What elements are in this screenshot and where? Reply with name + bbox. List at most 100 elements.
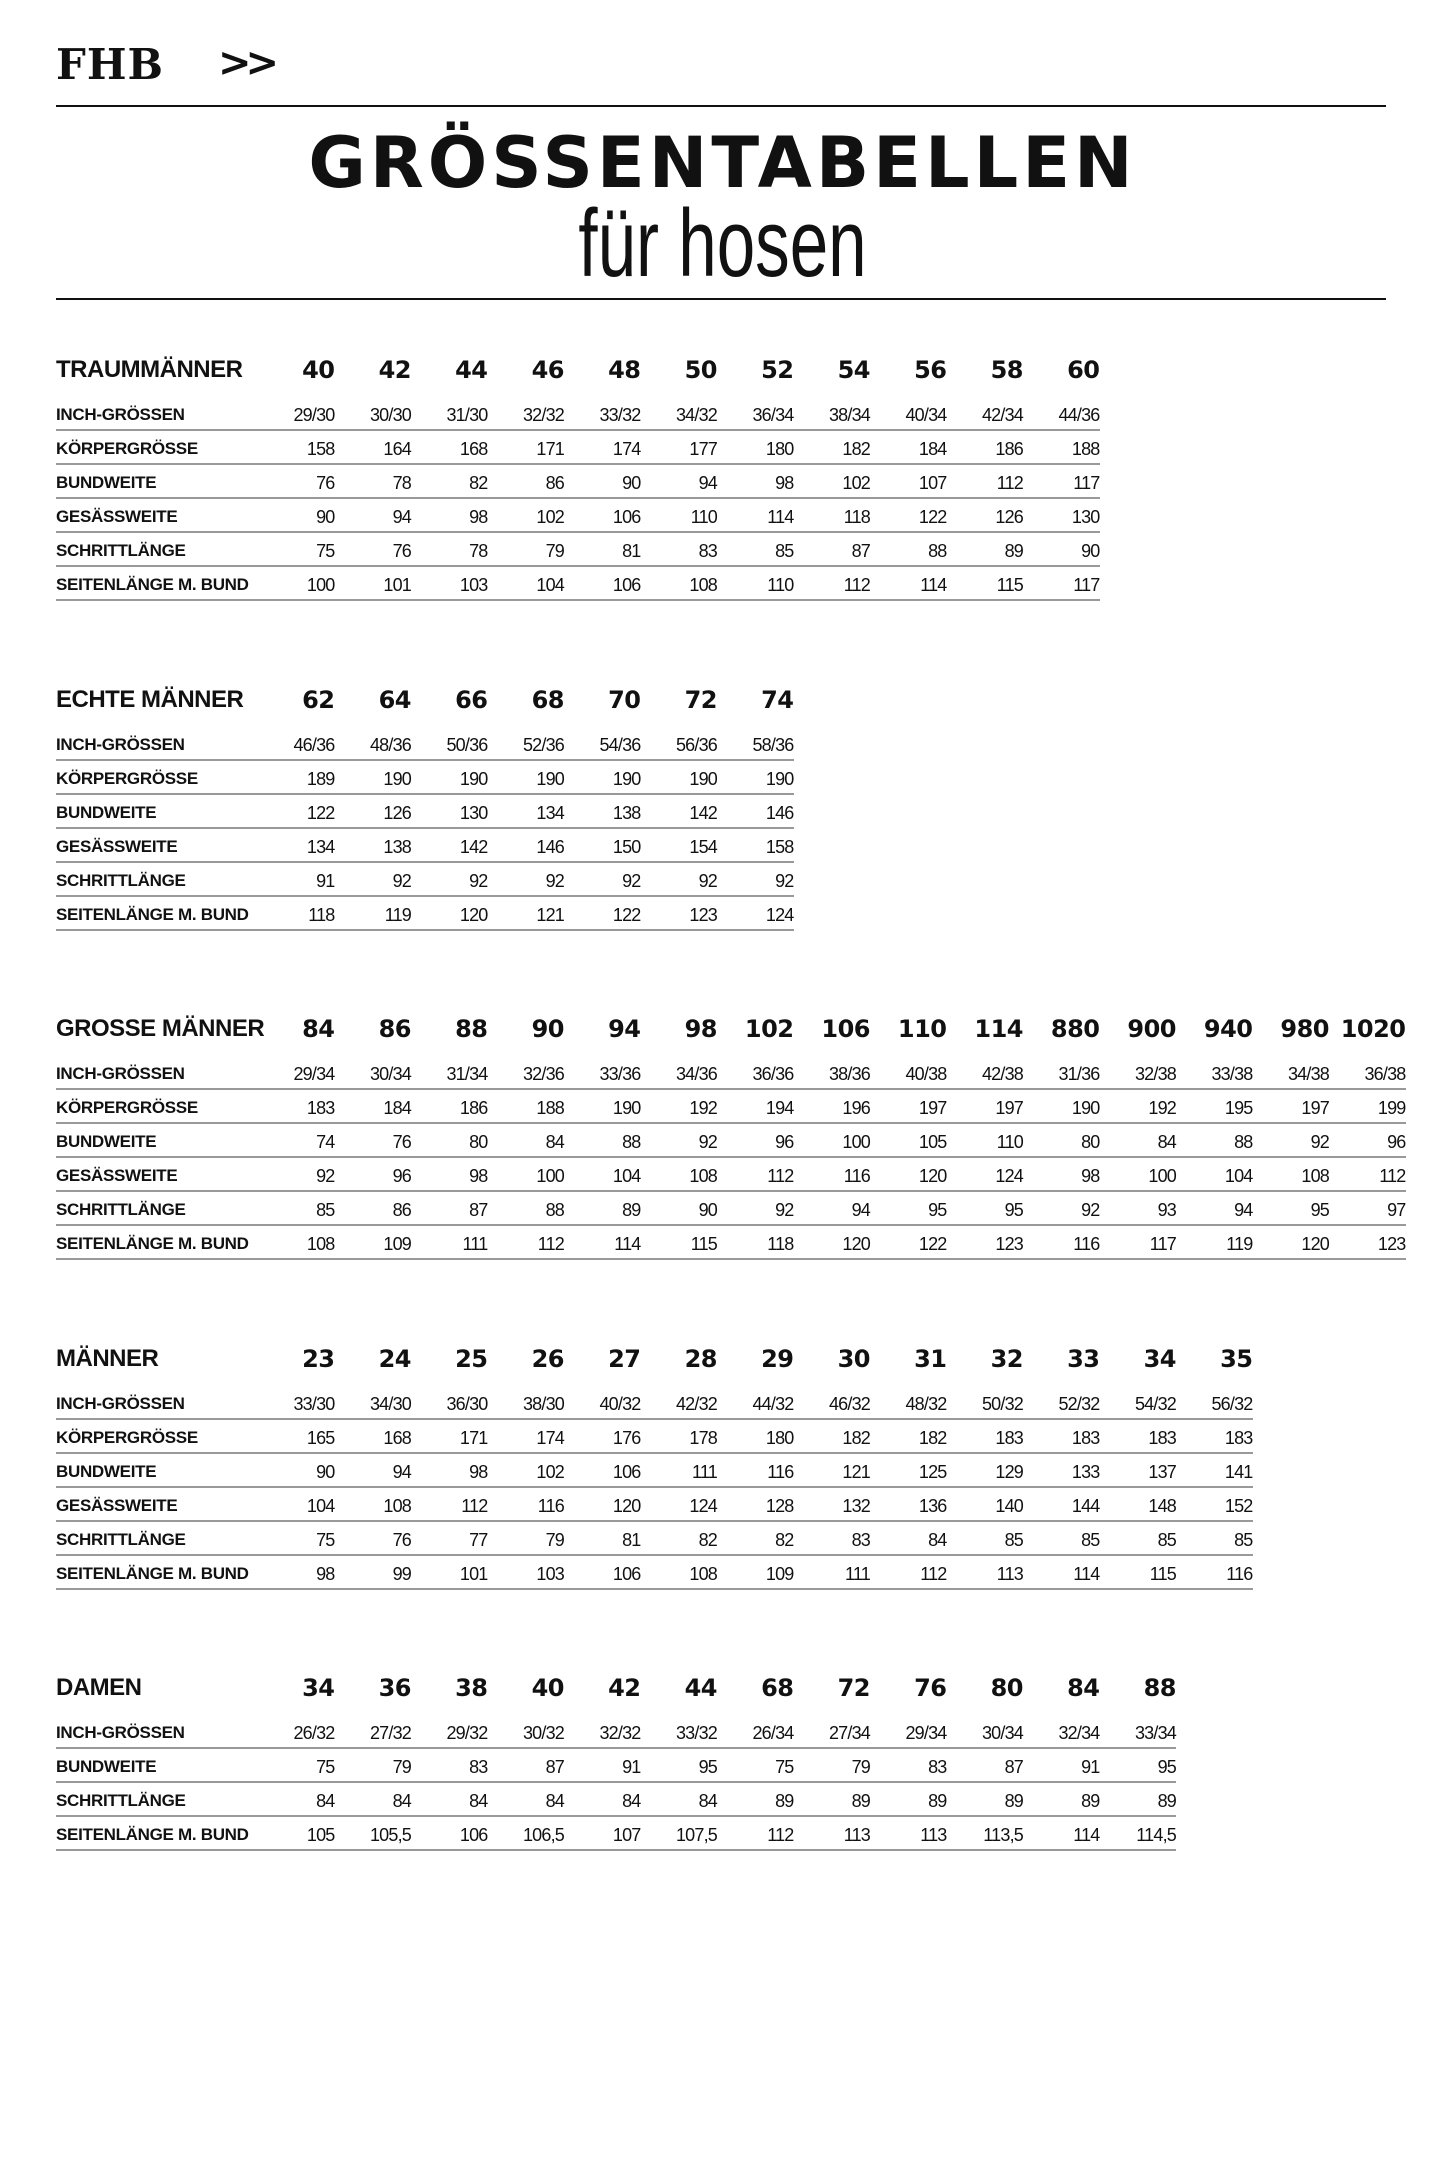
table-cell: 87 [487, 1749, 565, 1783]
size-header: 50 [684, 356, 718, 384]
table-cell: 197 [1252, 1090, 1330, 1124]
table-cell: 32/32 [487, 397, 565, 431]
table-cell: 93 [1099, 1192, 1177, 1226]
table-cell: 111 [793, 1556, 871, 1590]
table-cell: 137 [1099, 1454, 1177, 1488]
table-cell: 103 [487, 1556, 565, 1590]
table-cell: 90 [640, 1192, 718, 1226]
table-cell: 104 [258, 1488, 335, 1522]
table-cell: 98 [411, 1158, 488, 1192]
table-cell: 165 [258, 1420, 335, 1454]
table-cell: 26/32 [258, 1715, 335, 1749]
table-cell: 79 [334, 1749, 412, 1783]
table-cell: 123 [946, 1226, 1024, 1260]
size-header: 31 [914, 1345, 947, 1373]
table-cell: 97 [1329, 1192, 1406, 1226]
table-cell: 182 [870, 1420, 947, 1454]
table-cell: 87 [946, 1749, 1024, 1783]
table-cell: 85 [1099, 1522, 1177, 1556]
table-cell: 111 [640, 1454, 718, 1488]
size-header: 42 [608, 1674, 641, 1702]
table-cell: 90 [564, 465, 641, 499]
table-cell: 122 [258, 795, 335, 829]
table-cell: 103 [411, 567, 488, 601]
table-title: MÄNNER [56, 1345, 159, 1372]
table-cell: 121 [487, 897, 565, 931]
size-header: 98 [684, 1015, 718, 1043]
table-cell: 36/30 [411, 1386, 488, 1420]
table-cell: 190 [487, 761, 565, 795]
table-cell: 96 [1329, 1124, 1406, 1158]
row-label: GESÄSSWEITE [56, 1158, 258, 1192]
size-header: 44 [684, 1674, 718, 1702]
table-cell: 183 [258, 1090, 335, 1124]
table-cell: 90 [258, 499, 335, 533]
table-cell: 88 [870, 533, 947, 567]
table-cell: 32/38 [1099, 1056, 1177, 1090]
table-cell: 168 [411, 431, 488, 465]
table-cell: 91 [258, 863, 335, 897]
table-cell: 116 [793, 1158, 871, 1192]
table-cell: 89 [870, 1783, 947, 1817]
table-cell: 100 [258, 567, 335, 601]
table-cell: 85 [1023, 1522, 1100, 1556]
table-cell: 122 [564, 897, 641, 931]
size-header: 25 [455, 1345, 488, 1373]
table-cell: 87 [411, 1192, 488, 1226]
page-title: GRÖSSENTABELLEN [308, 122, 1137, 204]
table-cell: 92 [487, 863, 565, 897]
table-cell: 114 [717, 499, 794, 533]
table-cell: 78 [411, 533, 488, 567]
size-table: DAMEN 34 36 38 40 42 44 68 72 76 80 84 88 INCH-GRÖSSE… [56, 1673, 1177, 1851]
row-label: KÖRPERGRÖSSE [56, 1090, 258, 1124]
table-cell: 132 [793, 1488, 871, 1522]
table-cell: 183 [1099, 1420, 1177, 1454]
table-cell: 83 [870, 1749, 947, 1783]
table-cell: 83 [793, 1522, 871, 1556]
table-cell: 84 [640, 1783, 718, 1817]
size-header: 940 [1203, 1015, 1253, 1043]
table-cell: 92 [258, 1158, 335, 1192]
table-cell: 95 [870, 1192, 947, 1226]
table-cell: 114 [564, 1226, 641, 1260]
table-cell: 82 [717, 1522, 794, 1556]
table-cell: 142 [411, 829, 488, 863]
table-cell: 113,5 [946, 1817, 1024, 1851]
table-cell: 133 [1023, 1454, 1100, 1488]
size-header: 46 [531, 356, 565, 384]
table-cell: 88 [487, 1192, 565, 1226]
table-cell: 115 [1099, 1556, 1177, 1590]
table-cell: 85 [1176, 1522, 1253, 1556]
size-header: 84 [1067, 1674, 1100, 1702]
size-header: 33 [1067, 1345, 1100, 1373]
table-cell: 136 [870, 1488, 947, 1522]
table-cell: 190 [411, 761, 488, 795]
table-cell: 174 [564, 431, 641, 465]
table-cell: 142 [640, 795, 718, 829]
table-cell: 120 [1252, 1226, 1330, 1260]
table-cell: 36/36 [717, 1056, 794, 1090]
table-cell: 182 [793, 431, 871, 465]
table-cell: 144 [1023, 1488, 1100, 1522]
table-cell: 95 [1099, 1749, 1177, 1783]
table-cell: 92 [717, 1192, 794, 1226]
table-cell: 195 [1176, 1090, 1253, 1124]
table-cell: 56/36 [640, 727, 718, 761]
size-header: 60 [1067, 356, 1100, 384]
table-cell: 106 [564, 499, 641, 533]
table-cell: 89 [793, 1783, 871, 1817]
table-cell: 111 [411, 1226, 488, 1260]
table-cell: 26/34 [717, 1715, 794, 1749]
table-cell: 124 [946, 1158, 1024, 1192]
row-label: KÖRPERGRÖSSE [56, 1420, 258, 1454]
table-cell: 75 [258, 1749, 335, 1783]
size-header: 42 [378, 356, 412, 384]
table-cell: 158 [717, 829, 794, 863]
table-cell: 98 [1023, 1158, 1100, 1192]
table-cell: 119 [334, 897, 412, 931]
size-header: 27 [608, 1345, 641, 1373]
size-header: 72 [684, 686, 718, 714]
table-cell: 40/38 [870, 1056, 947, 1090]
table-cell: 44/32 [717, 1386, 794, 1420]
table-cell: 176 [564, 1420, 641, 1454]
